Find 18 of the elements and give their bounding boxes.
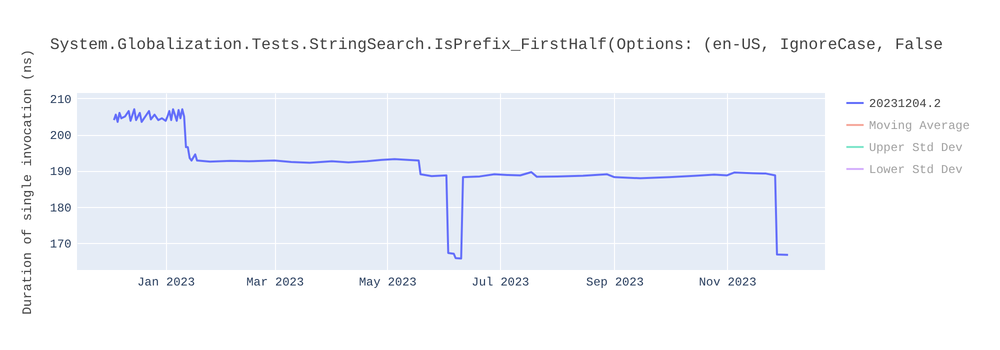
y-tick-label: 210: [50, 92, 72, 107]
y-tick-label: 170: [50, 237, 72, 252]
x-tick-label: Nov 2023: [698, 276, 756, 290]
legend-label: Moving Average: [869, 119, 970, 133]
y-axis-title: Duration of single invocation (ns): [20, 49, 35, 315]
y-tick-label: 200: [50, 129, 72, 144]
chart-title: System.Globalization.Tests.StringSearch.IsPrefix_FirstHalf(Options: (en-US, IgnoreCase, False: [50, 36, 943, 54]
x-tick-label: Sep 2023: [586, 276, 644, 290]
x-tick-label: Jan 2023: [137, 276, 195, 290]
x-tick-label: Mar 2023: [246, 276, 304, 290]
legend-label: 20231204.2: [869, 97, 942, 111]
y-tick-label: 190: [50, 165, 72, 180]
legend-label: Lower Std Dev: [869, 163, 963, 177]
line-series: [112, 108, 790, 260]
x-tick-label: May 2023: [358, 276, 417, 290]
x-tick-label: Jul 2023: [472, 276, 530, 290]
legend-label: Upper Std Dev: [869, 141, 963, 155]
y-tick-label: 180: [50, 201, 72, 216]
